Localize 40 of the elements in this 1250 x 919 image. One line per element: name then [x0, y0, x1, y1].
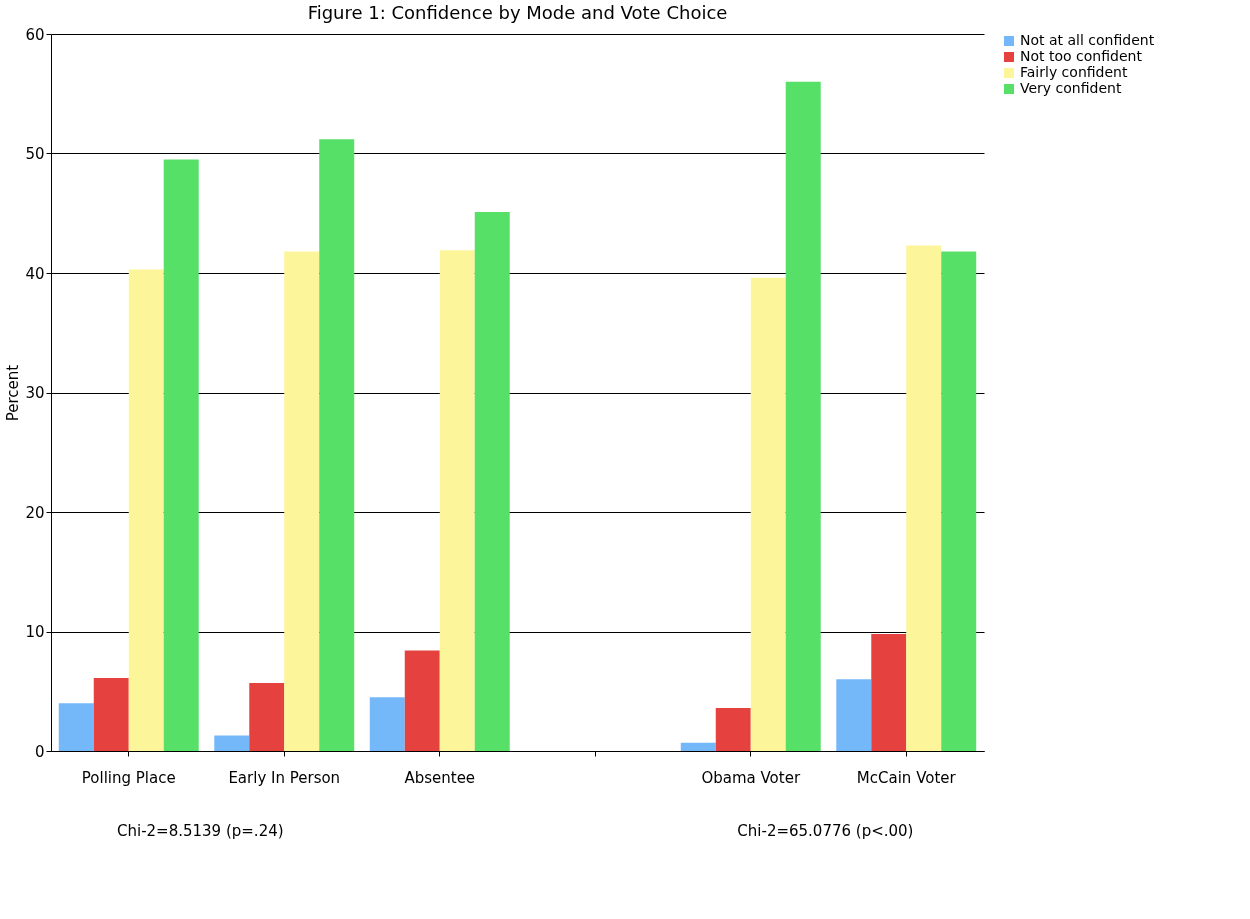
- y-tick-label: 60: [25, 25, 45, 44]
- text: Chi-2=8.5139 (p=.24): [116, 822, 284, 840]
- y-tick-label: 40: [25, 264, 45, 283]
- text: Chi-2=65.0776 (p<.00): [737, 822, 914, 840]
- bar: [58, 703, 94, 751]
- bar: [163, 159, 199, 751]
- bar: [93, 678, 129, 751]
- bar: [871, 633, 907, 751]
- x-tick-label: Absentee: [404, 768, 476, 787]
- bar: [369, 697, 405, 751]
- y-axis-title: Percent: [4, 364, 23, 422]
- bar: [249, 682, 285, 751]
- legend-label: Fairly confident: [1020, 64, 1128, 80]
- bar: [941, 251, 977, 751]
- bar: [785, 81, 821, 751]
- bar: [439, 250, 475, 751]
- chart-title: Figure 1: Confidence by Mode and Vote Choice: [307, 2, 728, 23]
- bar: [404, 650, 440, 751]
- y-tick-label: 50: [25, 145, 45, 163]
- bar: [906, 245, 942, 751]
- bar: [214, 735, 250, 751]
- bar: [474, 212, 510, 751]
- x-tick-label: Early In Person: [228, 768, 341, 787]
- bar: [680, 742, 716, 751]
- y-tick-label: 30: [25, 384, 45, 402]
- y-tick-label: 20: [25, 503, 45, 522]
- bar: [836, 679, 872, 751]
- bar: [284, 251, 320, 751]
- bar: [319, 139, 355, 751]
- legend-label: Not at all confident: [1020, 32, 1155, 48]
- legend-label: Very confident: [1020, 80, 1122, 96]
- bar: [750, 277, 786, 751]
- x-tick-label: Obama Voter: [701, 768, 801, 787]
- legend-label: Not too confident: [1020, 48, 1143, 64]
- bar: [128, 269, 164, 751]
- x-tick-label: Polling Place: [81, 768, 176, 787]
- x-tick-label: McCain Voter: [856, 768, 957, 787]
- y-tick-label: 10: [25, 623, 45, 641]
- bar: [715, 707, 751, 751]
- y-tick-label: 0: [34, 742, 45, 761]
